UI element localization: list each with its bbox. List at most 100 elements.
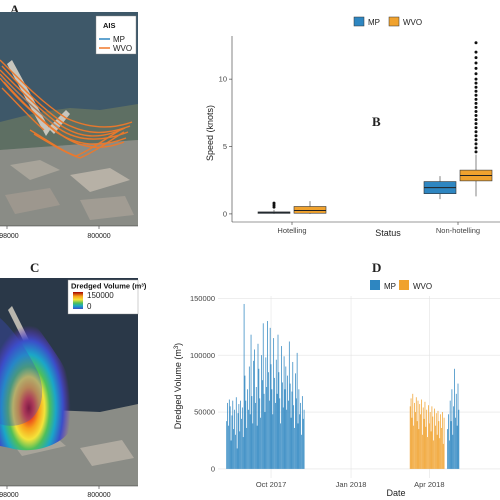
bar-wvo <box>420 414 421 469</box>
bar-mp <box>265 357 267 469</box>
outlier-point <box>474 41 478 45</box>
bar-wvo <box>414 402 415 469</box>
bars-legend-wvo: WVO <box>413 282 432 291</box>
bar-mp <box>279 398 281 469</box>
outlier-point <box>474 114 478 118</box>
bar-mp <box>284 389 286 469</box>
bar-wvo <box>435 413 437 469</box>
bar-mp <box>255 387 257 469</box>
bar-mp <box>249 414 251 469</box>
outlier-point <box>474 89 478 93</box>
legend-swatch-mp <box>370 280 380 290</box>
bar-mp <box>295 398 297 469</box>
bar-wvo <box>425 426 427 469</box>
bar-wvo <box>441 412 443 469</box>
boxplot-y-tick-label: 5 <box>223 142 227 151</box>
bar-mp <box>449 400 451 469</box>
bar-mp <box>456 425 458 469</box>
outlier-point <box>474 150 478 154</box>
outlier-point <box>474 56 478 60</box>
bar-wvo <box>434 408 435 469</box>
boxplot-legend: MP WVO <box>353 16 422 27</box>
bar-mp <box>247 389 248 469</box>
bar-mp <box>292 361 294 469</box>
bars-legend: MP WVO <box>370 280 432 291</box>
bar-wvo <box>438 421 440 469</box>
bar-mp <box>236 448 238 469</box>
legend-swatch-mp <box>353 16 365 27</box>
bar-mp <box>230 440 232 469</box>
bar-wvo <box>429 412 431 469</box>
bar-mp <box>248 366 250 469</box>
box-wvo-non-hotelling <box>459 41 493 197</box>
outlier-point <box>474 81 478 85</box>
outlier-point <box>474 142 478 146</box>
bar-mp <box>251 396 253 469</box>
bar-wvo <box>424 401 426 469</box>
bar-mp <box>286 409 288 469</box>
bar-mp <box>241 407 243 469</box>
bars-y-axis-title-close: ) <box>173 343 183 346</box>
bars-y-axis-title-sup: 3 <box>174 345 180 349</box>
bar-mp <box>270 364 272 469</box>
bar-wvo <box>415 412 416 469</box>
bar-mp <box>248 409 249 469</box>
bar-mp <box>267 321 268 469</box>
bar-mp <box>447 429 448 469</box>
bar-mp <box>298 389 300 469</box>
bar-wvo <box>430 431 432 469</box>
outlier-point <box>474 61 478 65</box>
bar-mp <box>241 418 242 469</box>
outlier-point <box>474 146 478 150</box>
bar-mp <box>233 429 235 469</box>
bar-mp <box>282 407 284 469</box>
bar-wvo <box>431 406 433 469</box>
bar-mp <box>232 400 234 469</box>
bar-mp <box>448 414 449 469</box>
bar-mp <box>452 434 454 469</box>
bar-mp <box>453 406 455 469</box>
bars-x-tick-label: Apr 2018 <box>414 480 444 489</box>
outlier-point <box>474 77 478 81</box>
bar-mp <box>263 393 265 469</box>
bar-mp <box>268 372 269 469</box>
boxplot-x-axis-title: Status <box>375 228 401 238</box>
boxplot-x-tick-label: Hotelling <box>277 226 306 235</box>
bar-mp <box>274 377 275 469</box>
legend-swatch-wvo <box>388 16 400 27</box>
bar-mp <box>235 434 236 469</box>
bar-mp <box>264 412 266 469</box>
bar-mp <box>285 366 287 469</box>
bar-wvo <box>440 414 441 469</box>
bar-wvo <box>427 437 428 469</box>
bar-wvo <box>413 425 415 469</box>
outlier-point <box>474 138 478 142</box>
bar-mp <box>261 380 263 469</box>
bar-wvo <box>418 429 420 469</box>
bar-mp <box>256 425 258 469</box>
box-mp-hotelling <box>257 201 291 214</box>
bar-mp <box>450 421 452 469</box>
bar-mp <box>281 346 282 469</box>
bar-mp <box>253 360 255 469</box>
bar-mp <box>276 393 278 469</box>
bar-mp <box>242 437 244 469</box>
bar-mp <box>271 389 273 469</box>
bar-mp <box>235 397 237 469</box>
bar-mp <box>260 417 261 469</box>
bar-mp <box>262 323 264 469</box>
bar-wvo <box>415 397 417 469</box>
bar-mp <box>300 402 301 469</box>
bar-mp <box>231 415 233 469</box>
bar-wvo <box>411 417 413 469</box>
bar-wvo <box>409 406 411 469</box>
outlier-point <box>474 109 478 113</box>
bars-y-tick-label: 150000 <box>190 294 215 303</box>
outlier-point <box>474 66 478 70</box>
bar-mp <box>258 368 260 469</box>
bar-mp <box>268 400 270 469</box>
bar-mp <box>287 375 288 469</box>
bar-wvo <box>412 393 414 469</box>
bar-mp <box>228 425 229 469</box>
